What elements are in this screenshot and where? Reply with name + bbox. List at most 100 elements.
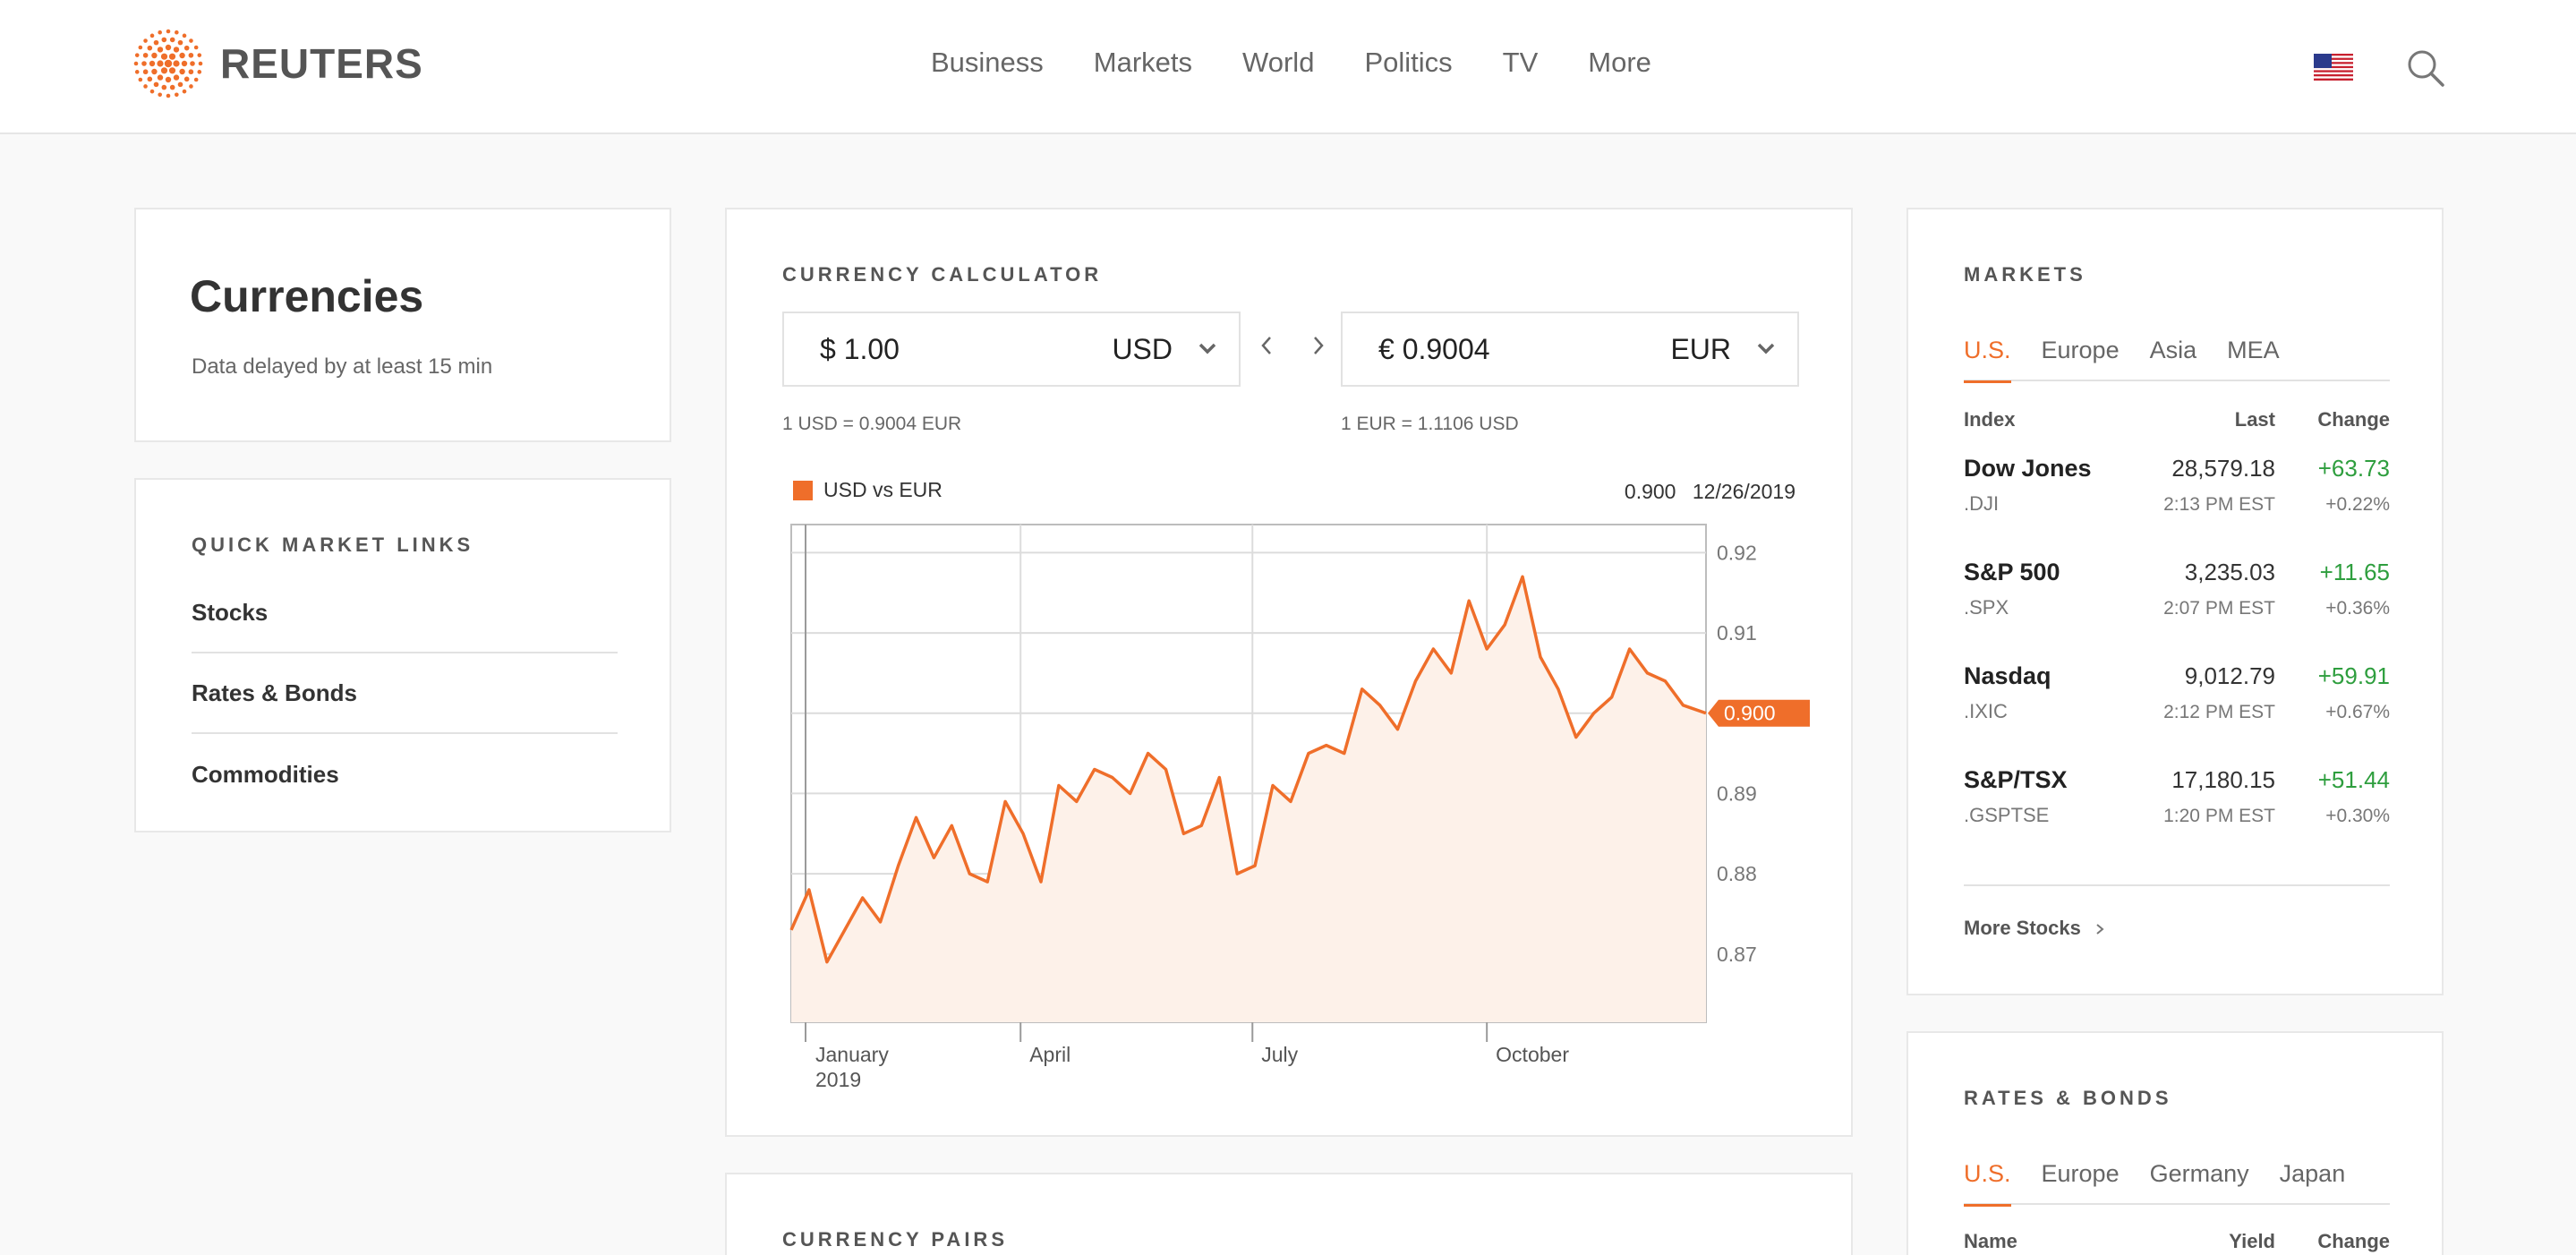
- tab-europe[interactable]: Europe: [2041, 1160, 2120, 1187]
- logo-dot: [198, 61, 203, 66]
- legend-label: USD vs EUR: [823, 478, 943, 501]
- logo-dot: [168, 53, 176, 60]
- logo-dot: [179, 52, 185, 59]
- logo-dot: [149, 60, 156, 67]
- y-tick-label: 0.88: [1717, 862, 1757, 885]
- to-currency-select[interactable]: EUR: [1670, 332, 1731, 365]
- y-tick-label: 0.87: [1717, 943, 1757, 966]
- logo-dot: [197, 70, 202, 74]
- nav-business[interactable]: Business: [931, 47, 1044, 78]
- x-tick-label: October: [1496, 1043, 1569, 1066]
- logo-dot: [133, 61, 139, 66]
- currency-pairs-card: CURRENCY PAIRS: [725, 1173, 1853, 1255]
- from-amount[interactable]: $ 1.00: [820, 332, 900, 365]
- logo-dot: [142, 69, 149, 75]
- logo-dot: [164, 59, 173, 68]
- table-row[interactable]: S&P 500 .SPX 3,235.03 2:07 PM EST +11.65…: [1964, 559, 2390, 662]
- logo-dot: [160, 53, 168, 60]
- logo-dot: [168, 67, 176, 74]
- quick-link-stocks[interactable]: Stocks: [192, 573, 618, 653]
- markets-tabs: U.S. Europe Asia MEA: [1964, 331, 2390, 383]
- chart-readout: 0.900 12/26/2019: [1614, 480, 1796, 504]
- logo-dot: [193, 77, 199, 82]
- logo-dot: [166, 93, 171, 98]
- table-row[interactable]: S&P/TSX .GSPTSE 17,180.15 1:20 PM EST +5…: [1964, 766, 2390, 870]
- logo-dot: [138, 45, 143, 50]
- chevron-down-icon[interactable]: [1196, 337, 1219, 360]
- rates-tabs: U.S. Europe Germany Japan: [1964, 1155, 2390, 1207]
- y-tick-label: 0.92: [1717, 541, 1757, 564]
- index-last: 17,180.15: [2171, 766, 2275, 793]
- logo-dot: [181, 60, 188, 67]
- logo-dot: [165, 44, 172, 51]
- to-amount[interactable]: € 0.9004: [1378, 332, 1490, 365]
- x-tick-label-year: 2019: [815, 1068, 861, 1091]
- more-stocks-link[interactable]: More Stocks: [1964, 917, 2106, 940]
- logo-dot: [142, 52, 149, 58]
- index-name[interactable]: S&P/TSX: [1964, 766, 2068, 793]
- logo-dot: [157, 60, 164, 67]
- search-icon[interactable]: [2406, 48, 2445, 88]
- chart-legend: USD vs EUR: [793, 478, 943, 502]
- tab-japan[interactable]: Japan: [2279, 1160, 2346, 1187]
- logo-dot: [153, 39, 159, 46]
- tab-asia[interactable]: Asia: [2149, 337, 2197, 363]
- from-currency-select[interactable]: USD: [1112, 332, 1173, 365]
- logo-dot: [149, 33, 155, 38]
- table-row[interactable]: Dow Jones .DJI 28,579.18 2:13 PM EST +63…: [1964, 455, 2390, 559]
- legend-swatch: [793, 480, 813, 500]
- nav-world[interactable]: World: [1242, 47, 1315, 78]
- tab-germany[interactable]: Germany: [2149, 1160, 2249, 1187]
- tab-us[interactable]: U.S.: [1964, 1155, 2011, 1207]
- header-yield: Yield: [2229, 1230, 2275, 1252]
- index-ric: .GSPTSE: [1964, 804, 2050, 826]
- markets-card: MARKETS U.S. Europe Asia MEA Index Last …: [1906, 208, 2444, 995]
- index-name[interactable]: S&P 500: [1964, 559, 2060, 585]
- tab-mea[interactable]: MEA: [2227, 337, 2280, 363]
- tab-europe[interactable]: Europe: [2041, 337, 2120, 363]
- logo-dot: [175, 92, 179, 98]
- index-ric: .IXIC: [1964, 700, 2008, 722]
- chevron-down-icon[interactable]: [1754, 337, 1778, 360]
- from-currency-field[interactable]: $ 1.00 USD: [782, 312, 1241, 387]
- index-name[interactable]: Nasdaq: [1964, 662, 2051, 689]
- nav-tv[interactable]: TV: [1502, 47, 1539, 78]
- quick-link-rates-bonds[interactable]: Rates & Bonds: [192, 653, 618, 734]
- logo-dot: [147, 76, 153, 82]
- logo-dot: [138, 77, 143, 82]
- logo-dot: [169, 37, 175, 43]
- table-row[interactable]: Nasdaq .IXIC 9,012.79 2:12 PM EST +59.91…: [1964, 662, 2390, 766]
- logo-dot: [188, 52, 194, 58]
- current-value-label: 0.900: [1724, 702, 1776, 725]
- logo-dot: [177, 39, 183, 46]
- quick-market-links-card: QUICK MARKET LINKS Stocks Rates & Bonds …: [134, 478, 671, 832]
- logo-dot: [189, 38, 193, 43]
- nav-markets[interactable]: Markets: [1093, 47, 1193, 78]
- index-pct-change: +0.36%: [2325, 598, 2390, 619]
- logo-dot: [190, 61, 195, 66]
- chevron-right-icon[interactable]: [1309, 333, 1328, 358]
- us-flag-icon[interactable]: [2314, 54, 2353, 81]
- logo-dot: [161, 84, 167, 90]
- logo-dot: [151, 68, 158, 75]
- nav-politics[interactable]: Politics: [1364, 47, 1453, 78]
- chevron-left-icon[interactable]: [1257, 333, 1276, 358]
- tab-us[interactable]: U.S.: [1964, 331, 2011, 383]
- to-currency-field[interactable]: € 0.9004 EUR: [1341, 312, 1799, 387]
- reuters-logo[interactable]: REUTERS: [132, 29, 423, 98]
- logo-dot: [177, 81, 183, 88]
- y-tick-label: 0.89: [1717, 781, 1757, 805]
- quick-link-commodities[interactable]: Commodities: [192, 760, 339, 788]
- quick-links-title: QUICK MARKET LINKS: [192, 534, 474, 556]
- index-pct-change: +0.22%: [2325, 494, 2390, 515]
- divider: [1964, 884, 2390, 886]
- nav-more[interactable]: More: [1588, 47, 1651, 78]
- x-tick-label: January: [815, 1043, 889, 1066]
- index-name[interactable]: Dow Jones: [1964, 455, 2092, 482]
- site-header: REUTERS Business Markets World Politics …: [0, 0, 2576, 134]
- logo-dot: [134, 53, 140, 57]
- index-pct-change: +0.67%: [2325, 702, 2390, 722]
- index-time: 1:20 PM EST: [2163, 806, 2275, 826]
- logo-dot: [165, 76, 172, 83]
